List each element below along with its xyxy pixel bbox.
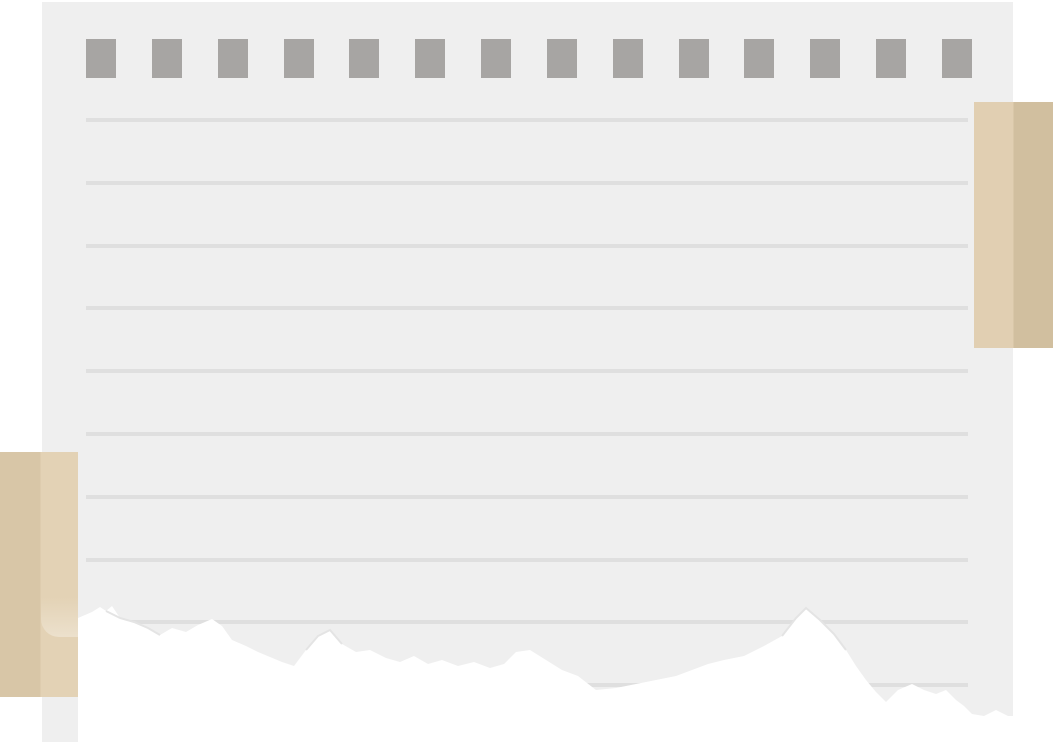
ruled-line <box>86 369 968 373</box>
masking-tape-left <box>0 452 78 697</box>
ruled-line <box>86 432 968 436</box>
binding-hole <box>810 39 840 78</box>
ruled-line <box>86 181 968 185</box>
binding-hole <box>876 39 906 78</box>
binding-hole <box>547 39 577 78</box>
masking-tape-right <box>974 102 1053 348</box>
binding-hole <box>679 39 709 78</box>
binding-hole <box>613 39 643 78</box>
ruled-line <box>86 118 968 122</box>
binding-hole <box>415 39 445 78</box>
ruled-line <box>86 495 968 499</box>
tape-curl <box>41 597 78 637</box>
binding-hole <box>481 39 511 78</box>
ruled-line <box>86 620 968 624</box>
binding-hole <box>218 39 248 78</box>
binding-hole <box>284 39 314 78</box>
binding-holes <box>42 2 1013 742</box>
notebook-page <box>42 2 1013 742</box>
binding-hole <box>744 39 774 78</box>
ruled-line <box>86 244 968 248</box>
ruled-line <box>86 683 968 687</box>
binding-hole <box>349 39 379 78</box>
binding-hole <box>86 39 116 78</box>
binding-hole <box>152 39 182 78</box>
ruled-line <box>86 558 968 562</box>
ruled-line <box>86 306 968 310</box>
binding-hole <box>942 39 972 78</box>
